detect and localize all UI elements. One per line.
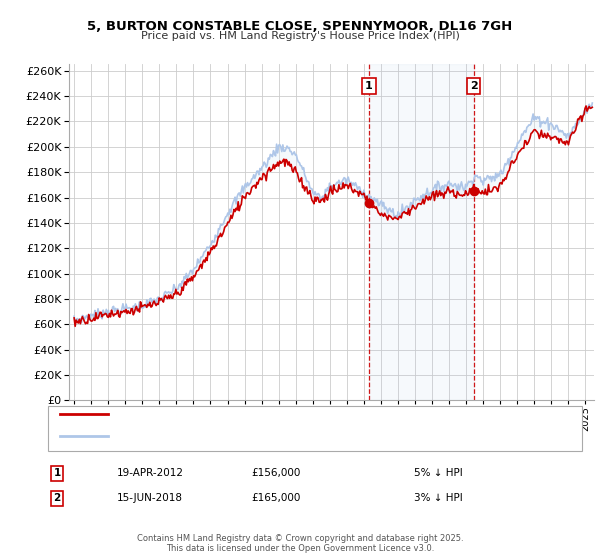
Text: £156,000: £156,000 <box>251 468 301 478</box>
Text: £165,000: £165,000 <box>251 493 301 503</box>
Text: 5, BURTON CONSTABLE CLOSE, SPENNYMOOR, DL16 7GH: 5, BURTON CONSTABLE CLOSE, SPENNYMOOR, D… <box>88 20 512 32</box>
Text: Contains HM Land Registry data © Crown copyright and database right 2025.
This d: Contains HM Land Registry data © Crown c… <box>137 534 463 553</box>
Text: 15-JUN-2018: 15-JUN-2018 <box>117 493 183 503</box>
Bar <box>369 64 474 400</box>
Text: Price paid vs. HM Land Registry's House Price Index (HPI): Price paid vs. HM Land Registry's House … <box>140 31 460 41</box>
Text: 2: 2 <box>470 81 478 91</box>
Text: 1: 1 <box>53 468 61 478</box>
Text: 5% ↓ HPI: 5% ↓ HPI <box>413 468 463 478</box>
Text: 5, BURTON CONSTABLE CLOSE, SPENNYMOOR, DL16 7GH (detached house): 5, BURTON CONSTABLE CLOSE, SPENNYMOOR, D… <box>120 409 490 419</box>
Text: 19-APR-2012: 19-APR-2012 <box>117 468 184 478</box>
Text: HPI: Average price, detached house, County Durham: HPI: Average price, detached house, Coun… <box>120 431 378 441</box>
Text: 1: 1 <box>365 81 373 91</box>
Text: 3% ↓ HPI: 3% ↓ HPI <box>413 493 463 503</box>
Text: 2: 2 <box>53 493 61 503</box>
